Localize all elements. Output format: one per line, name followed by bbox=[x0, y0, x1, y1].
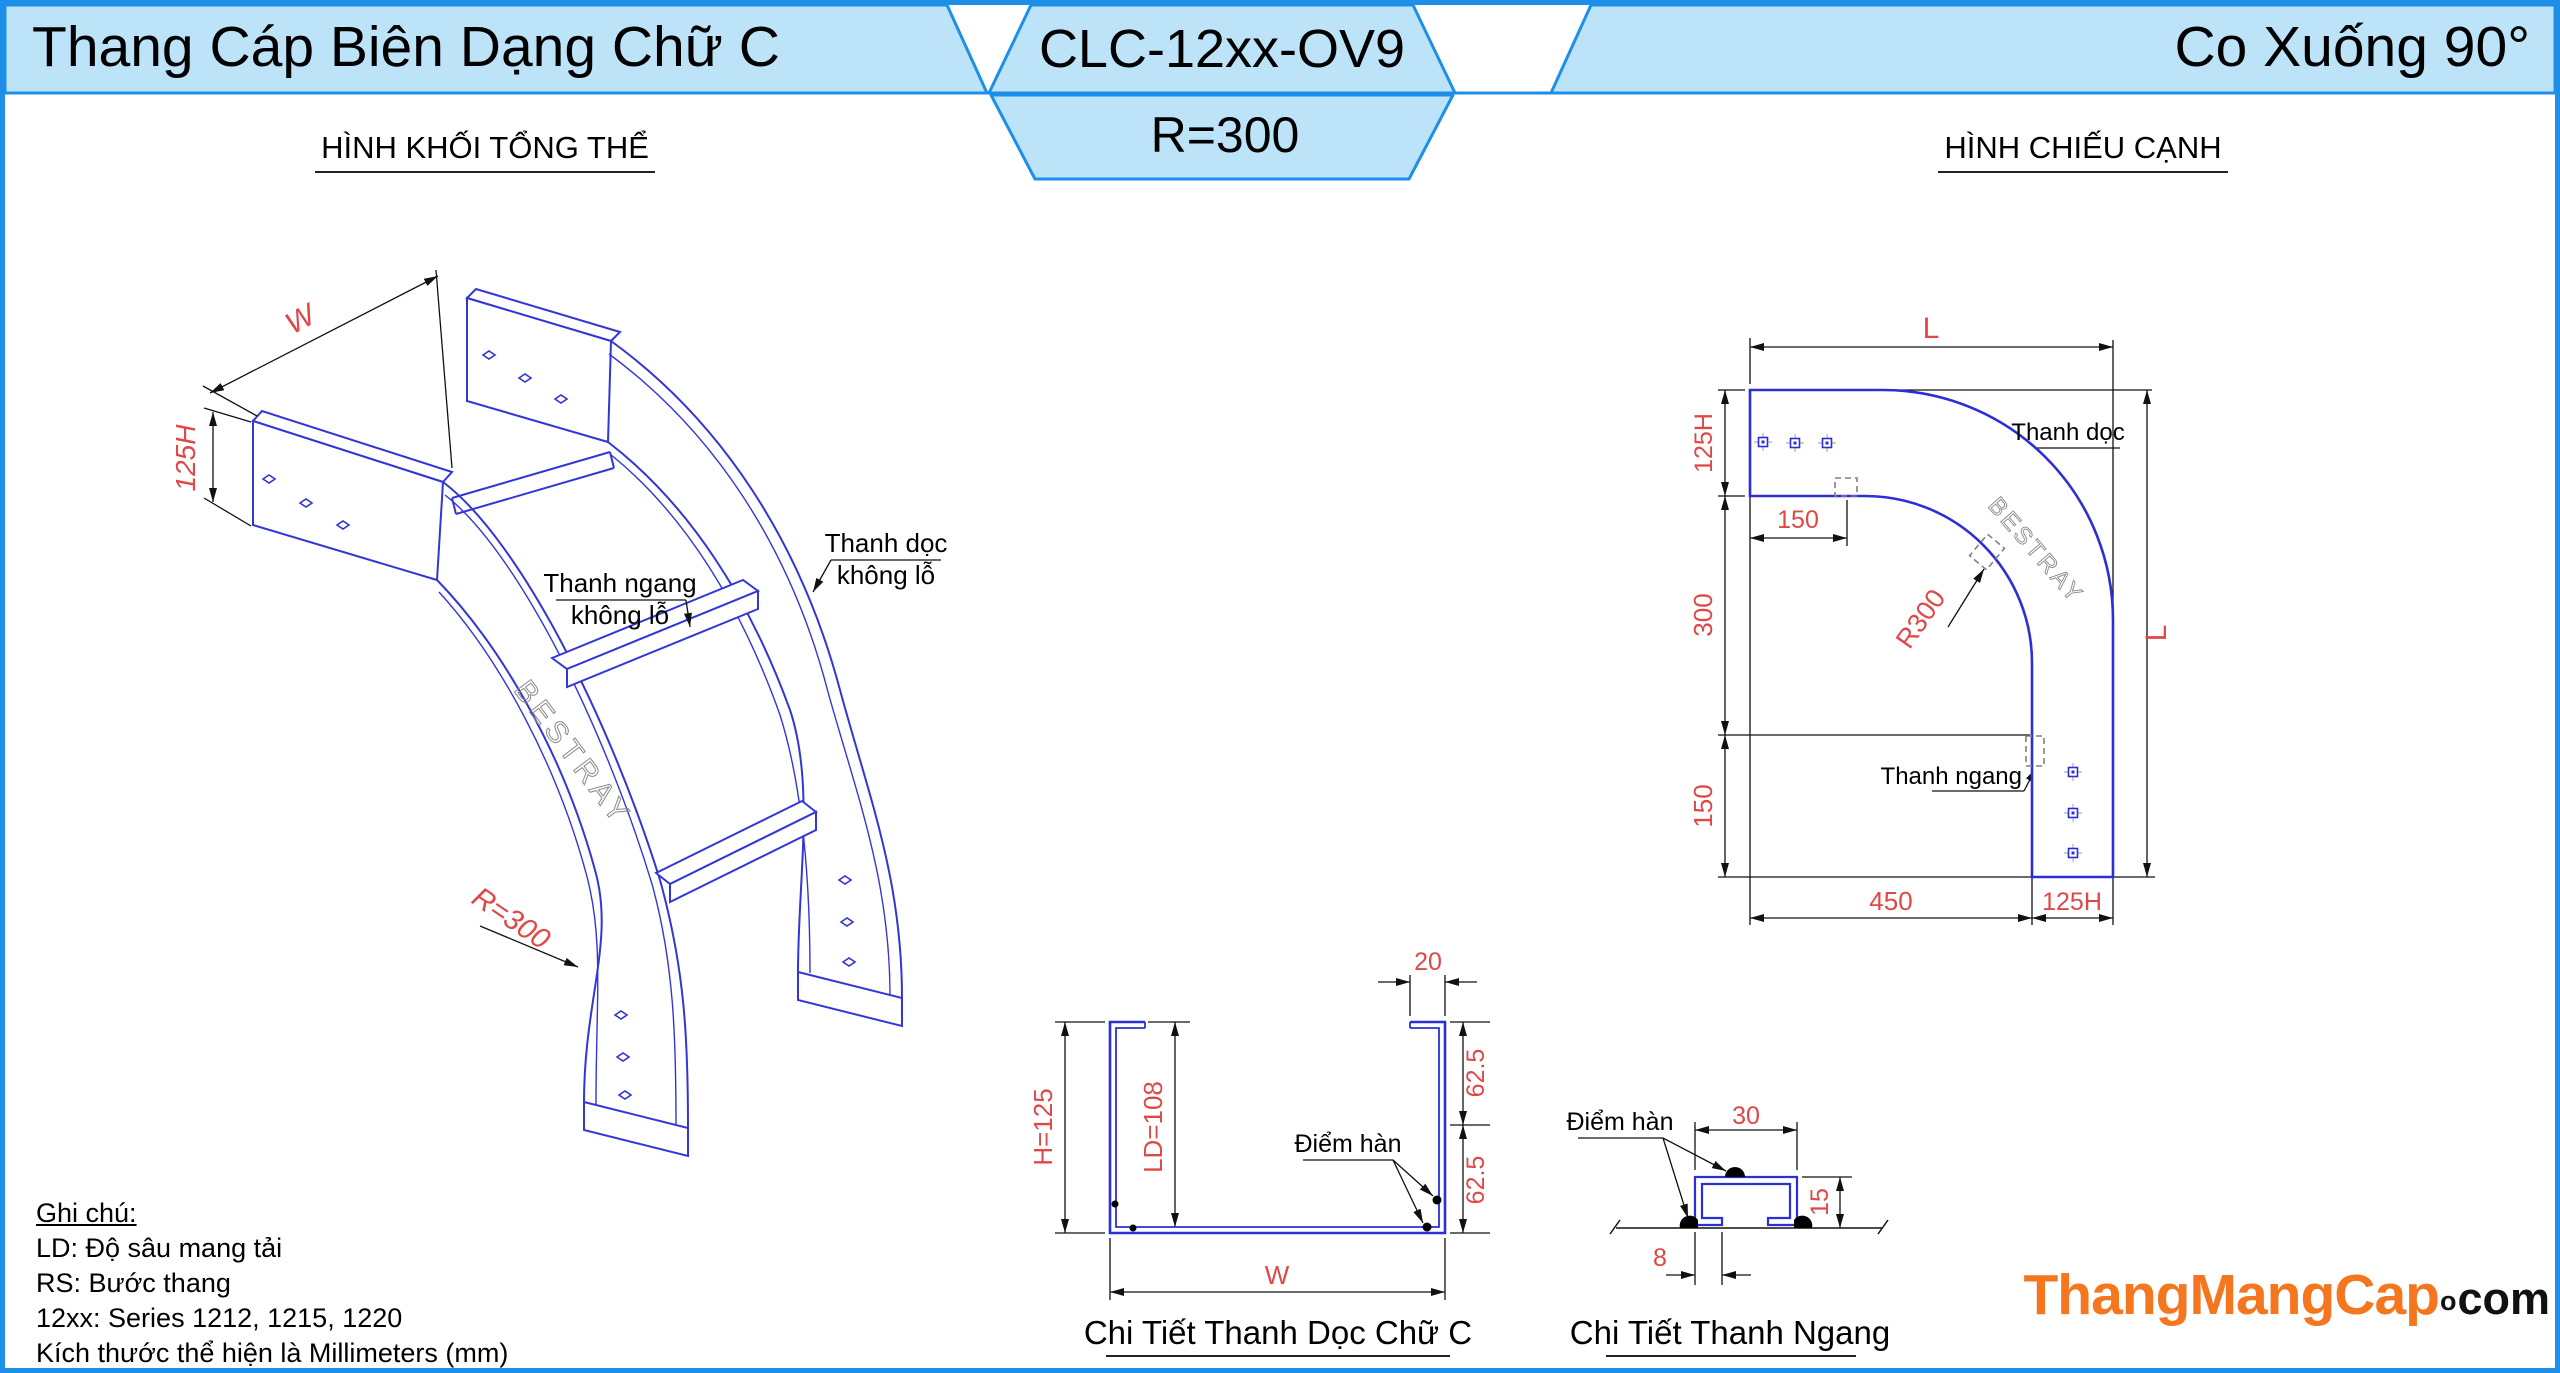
side-dim-150-v: 150 bbox=[1688, 784, 1718, 827]
rung-dim-30: 30 bbox=[1732, 1102, 1760, 1130]
rung-dim-8: 8 bbox=[1653, 1244, 1667, 1272]
side-label-rung: Thanh ngang bbox=[1881, 763, 2022, 790]
side-view-section-title-text: HÌNH CHIẾU CẠNH bbox=[1938, 130, 2228, 173]
ladder-body bbox=[251, 287, 903, 1158]
note-line: LD: Độ sâu mang tải bbox=[36, 1233, 283, 1263]
side-dim-l-top: L bbox=[1923, 312, 1940, 345]
rail-flange-line bbox=[1609, 1219, 1889, 1235]
header-band bbox=[3, 3, 2557, 181]
side-dim-r300: R300 bbox=[1890, 584, 1952, 654]
side-label-rail: Thanh dọc bbox=[2011, 419, 2124, 446]
hidden-rungs bbox=[1834, 477, 2045, 767]
notes-block: Ghi chú: LD: Độ sâu mang tải RS: Bước th… bbox=[36, 1196, 508, 1371]
note-line: RS: Bước thang bbox=[36, 1268, 231, 1298]
rung-dim-15: 15 bbox=[1806, 1188, 1834, 1216]
side-dim-l-right: L bbox=[2140, 625, 2173, 642]
radius-badge: R=300 bbox=[1150, 107, 1300, 163]
side-dim-450: 450 bbox=[1869, 886, 1912, 916]
page-title: Thang Cáp Biên Dạng Chữ C bbox=[32, 15, 780, 79]
banner-center-bottom-shape bbox=[989, 93, 1455, 181]
bend-outline bbox=[1748, 388, 2115, 879]
back-rail-inner-edge bbox=[607, 441, 805, 973]
iso-dim-w: W bbox=[280, 297, 323, 341]
isometric-view: W 125H R=300 BESTRAY Thanh ngang không l… bbox=[170, 269, 948, 1158]
iso-label-rung-2: không lỗ bbox=[571, 600, 669, 630]
iso-label-rail-2: không lỗ bbox=[837, 560, 935, 590]
side-dim-125h-bottom: 125H bbox=[2042, 888, 2102, 916]
company-logo: ThangMangCap o com bbox=[2020, 1262, 2550, 1328]
rung-weld-points bbox=[1679, 1167, 1813, 1228]
overview-section-title: HÌNH KHỐI TỔNG THỂ bbox=[295, 130, 675, 173]
side-dim-150-h: 150 bbox=[1777, 506, 1819, 534]
side-dimensions bbox=[1718, 338, 2155, 925]
notes-title: Ghi chú: bbox=[36, 1198, 137, 1228]
side-dim-125h-left: 125H bbox=[1690, 413, 1718, 473]
iso-brand-text: BESTRAY bbox=[507, 674, 637, 832]
iso-dim-radius: R=300 bbox=[466, 881, 555, 956]
rung-detail-title: Chi Tiết Thanh Ngang bbox=[1570, 1314, 1890, 1351]
rung-profile bbox=[1693, 1175, 1799, 1227]
overview-section-title-text: HÌNH KHỐI TỔNG THỂ bbox=[315, 130, 655, 173]
iso-label-rung-1: Thanh ngang bbox=[543, 568, 696, 598]
rung-lower bbox=[654, 799, 818, 904]
rung-detail: 30 15 8 Điểm hàn Chi Tiết Thanh Ngang bbox=[1567, 1102, 1890, 1357]
side-view-section-title: HÌNH CHIẾU CẠNH bbox=[1918, 130, 2248, 173]
iso-dim-125h: 125H bbox=[170, 424, 201, 492]
fitting-type: Co Xuống 90° bbox=[2174, 15, 2530, 79]
rung-middle bbox=[549, 578, 761, 689]
back-rail-outer-edge bbox=[610, 340, 903, 999]
rung-dimensions bbox=[1578, 1122, 1852, 1285]
logo-separator: o bbox=[2439, 1286, 2457, 1316]
c-channel-detail: H=125 LD=108 20 62.5 62.5 W Điểm hàn Chi… bbox=[1028, 948, 1490, 1357]
c-label-weld: Điểm hàn bbox=[1295, 1130, 1402, 1158]
logo-brand: ThangMangCap bbox=[2023, 1263, 2439, 1327]
back-rail-end-plate bbox=[466, 296, 613, 444]
side-holes bbox=[1754, 433, 2082, 862]
c-profile bbox=[1108, 1020, 1447, 1235]
c-dim-w: W bbox=[1265, 1260, 1290, 1290]
c-dim-20: 20 bbox=[1414, 948, 1442, 976]
c-dim-ld: LD=108 bbox=[1138, 1081, 1168, 1173]
rail-holes bbox=[261, 350, 857, 1100]
side-dim-300: 300 bbox=[1688, 593, 1718, 636]
note-line: Kích thước thể hiện là Millimeters (mm) bbox=[36, 1338, 509, 1368]
c-dim-h: H=125 bbox=[1028, 1088, 1058, 1165]
logo-tld: com bbox=[2457, 1273, 2550, 1324]
c-weld-points bbox=[1111, 1195, 1442, 1232]
c-dim-625-upper: 62.5 bbox=[1462, 1049, 1490, 1098]
rung-label-weld: Điểm hàn bbox=[1567, 1108, 1674, 1136]
c-detail-dimensions bbox=[1055, 975, 1490, 1300]
c-detail-title: Chi Tiết Thanh Dọc Chữ C bbox=[1084, 1314, 1472, 1351]
iso-label-rail-1: Thanh dọc bbox=[825, 528, 948, 558]
near-rail-outer-edge bbox=[442, 481, 689, 1129]
model-code: CLC-12xx-OV9 bbox=[1038, 19, 1406, 79]
c-dim-625-lower: 62.5 bbox=[1462, 1156, 1490, 1205]
note-line: 12xx: Series 1212, 1215, 1220 bbox=[36, 1303, 403, 1333]
near-rail-inner-edge bbox=[436, 579, 603, 1103]
iso-dimensions bbox=[202, 269, 941, 968]
side-view: L 125H 150 300 150 450 125H L R300 BESTR… bbox=[1688, 312, 2173, 925]
